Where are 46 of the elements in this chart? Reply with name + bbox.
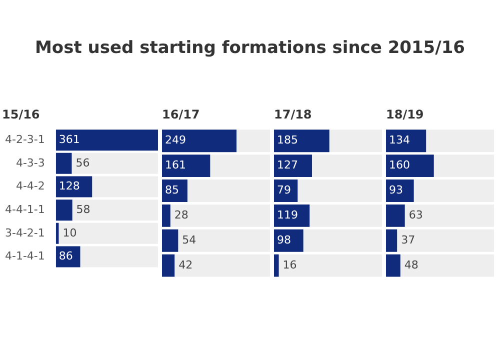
bar [386,204,405,227]
data-label: 119 [277,208,298,222]
data-label: 185 [277,134,298,147]
data-label: 160 [389,158,410,172]
chart-title: 16/17 [162,107,200,122]
data-label: 37 [401,233,416,246]
data-label: 98 [277,233,291,246]
data-label: 249 [165,134,186,147]
data-label: 10 [62,226,77,240]
data-label: 42 [178,258,193,272]
chart-title: 18/19 [386,107,424,122]
bar [386,254,400,277]
chart-title: 15/16 [2,107,40,122]
data-label: 128 [58,180,80,193]
bar [162,204,170,227]
data-label: 58 [76,202,90,216]
data-label: 54 [182,233,196,246]
bar [274,180,298,202]
y-tick-label: 3-4-2-1 [4,226,45,240]
data-label: 86 [58,250,73,263]
data-label: 28 [174,208,188,222]
data-label: 161 [165,158,186,172]
data-label: 16 [282,258,297,272]
data-label: 93 [389,184,403,197]
data-label: 85 [165,184,179,197]
bar [162,254,175,277]
bar [274,254,279,277]
text: Most used starting formations since 2015/16 [34,38,465,60]
bar [56,152,72,174]
data-label: 127 [277,158,298,172]
y-tick-label: 4-2-3-1 [4,132,45,146]
data-label: 134 [389,134,410,147]
data-label: 48 [404,258,418,272]
data-label: 79 [277,184,291,197]
y-tick-label: 4-4-1-1 [4,202,45,216]
bar [162,229,178,252]
data-label: 361 [58,132,80,146]
y-tick-label: 4-4-2 [16,180,45,193]
bar [162,180,188,202]
y-tick-label: 4-3-3 [16,156,45,170]
bar [386,229,398,252]
bar [56,200,72,221]
data-label: 56 [76,156,90,170]
y-tick-label: 4-1-4-1 [4,250,45,263]
data-label: 63 [408,208,423,222]
chart-title: 17/18 [274,107,312,122]
